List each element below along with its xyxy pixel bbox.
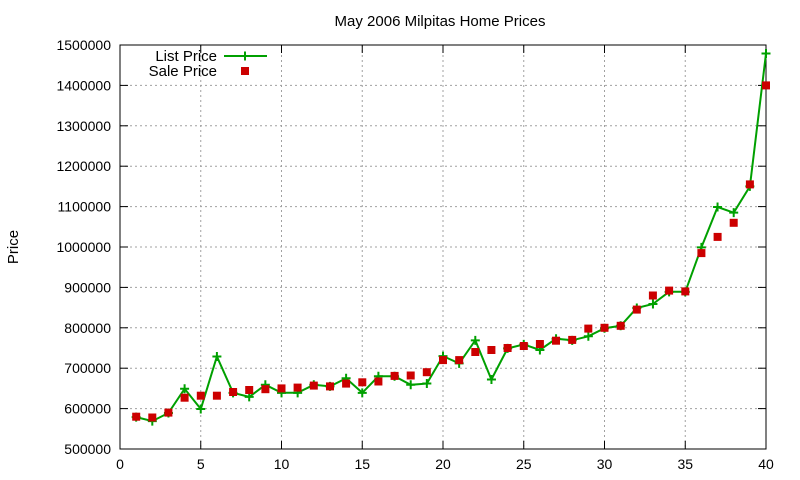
y-tick-label: 1400000 (56, 77, 111, 93)
list-price-point (486, 375, 496, 385)
sale-price-point (326, 382, 334, 391)
sale-price-point (632, 305, 641, 314)
y-tick-label: 1500000 (56, 37, 111, 53)
sale-price-point (148, 413, 157, 422)
list-price-point (357, 388, 367, 398)
sale-price-point (358, 378, 367, 387)
series-layer (131, 48, 771, 426)
sale-price-point (729, 218, 738, 227)
x-tick-label: 40 (758, 456, 774, 472)
x-tick-label: 5 (197, 456, 205, 472)
y-tick-label: 1100000 (58, 199, 112, 215)
sale-price-point (406, 371, 415, 380)
sale-price-point (212, 391, 221, 400)
x-tick-label: 35 (677, 456, 693, 472)
legend-marker-sale-price (241, 67, 249, 75)
sale-price-point (196, 391, 205, 400)
y-tick-label: 600000 (64, 401, 111, 417)
sale-price-point (648, 291, 657, 300)
sale-price-point (293, 383, 302, 392)
plot-area-border (119, 44, 767, 450)
sale-price-point (487, 346, 496, 354)
sale-price-point (503, 344, 512, 352)
sale-price-point (245, 386, 254, 394)
x-tick-label: 0 (116, 456, 124, 472)
list-price-point (470, 335, 480, 345)
axis-ticks: 500000 600000 700000 800000 900000 1000000 110… (56, 37, 774, 472)
list-price-point (180, 384, 190, 394)
grid-lines (120, 45, 766, 449)
sale-price-point (422, 368, 431, 377)
sale-price-point (180, 393, 189, 402)
y-tick-label: 700000 (64, 360, 111, 376)
sale-price-point (132, 412, 141, 421)
list-price-point (212, 351, 222, 361)
y-tick-label: 500000 (64, 441, 111, 457)
sale-price-point (342, 379, 351, 388)
x-tick-label: 20 (435, 456, 451, 472)
sale-price-point (455, 356, 464, 365)
sale-price-point (568, 335, 577, 344)
list-price-line (135, 53, 767, 423)
legend-label-sale-price: Sale Price (149, 63, 217, 80)
chart-title: May 2006 Milpitas Home Prices (335, 13, 546, 30)
sale-price-point (762, 81, 770, 90)
x-tick-label: 10 (274, 456, 290, 472)
sale-price-point (681, 287, 690, 296)
sale-price-point (552, 336, 560, 345)
sale-price-point (261, 385, 270, 394)
list-price-point (196, 404, 206, 414)
sale-price-point (713, 232, 722, 241)
y-tick-label: 1300000 (56, 118, 111, 134)
sale-price-point (665, 286, 674, 295)
sale-price-point (164, 408, 173, 417)
y-tick-label: 900000 (64, 279, 111, 295)
sale-price-point (616, 321, 625, 330)
sale-price-point (374, 377, 383, 386)
y-tick-label: 800000 (64, 320, 111, 336)
sale-price-point (745, 180, 754, 189)
list-price-point (422, 379, 432, 389)
sale-price-point (390, 371, 399, 380)
sale-price-point (229, 388, 238, 396)
legend-label-list-price: List Price (155, 48, 217, 65)
y-axis-label: Price (5, 230, 22, 264)
list-price-point (713, 202, 723, 212)
y-tick-label: 1200000 (56, 158, 111, 174)
list-price-point (583, 331, 593, 341)
sale-price-point (584, 324, 593, 333)
x-tick-label: 15 (354, 456, 370, 472)
sale-price-point (471, 348, 480, 356)
sale-price-point (697, 249, 706, 258)
list-price-point (761, 48, 771, 58)
x-tick-label: 25 (516, 456, 532, 472)
sale-price-point (309, 381, 318, 390)
sale-price-point (277, 384, 286, 393)
list-price-point (648, 299, 658, 309)
legend: List Price Sale Price (149, 48, 267, 80)
sale-price-point (439, 356, 447, 365)
y-tick-label: 1000000 (56, 239, 111, 255)
sale-price-point (600, 323, 609, 332)
sale-price-point (519, 342, 528, 350)
list-price-point (406, 380, 416, 390)
sale-price-point (535, 340, 544, 348)
list-price-point (729, 208, 739, 218)
x-tick-label: 30 (597, 456, 613, 472)
legend-marker-list-price (240, 51, 250, 61)
